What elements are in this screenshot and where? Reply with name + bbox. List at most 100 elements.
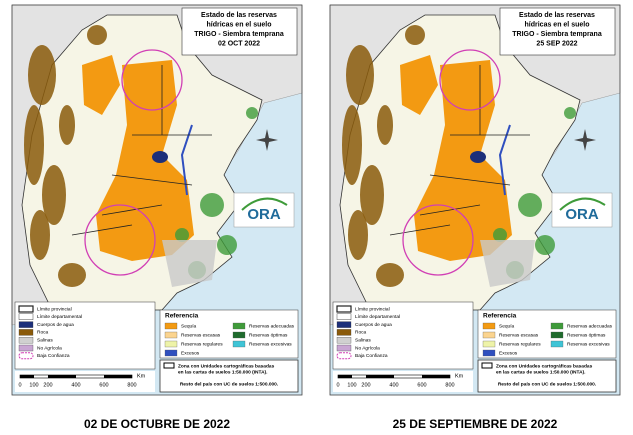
- legend-swatch: [164, 349, 178, 357]
- map-date: 02 OCT 2022: [218, 40, 260, 47]
- province-boundary: [71, 224, 133, 236]
- adequate-area: [535, 235, 555, 255]
- note-line: en las cartas de suelos 1:50.000 (INTA).: [178, 369, 268, 375]
- scale-label: 0: [18, 382, 21, 388]
- legend-swatch: [550, 331, 564, 339]
- scale-unit: Km: [455, 373, 464, 379]
- adequate-area: [518, 193, 542, 217]
- logo-arc: [559, 197, 606, 211]
- title-line: hídricas en el suelo: [525, 21, 590, 28]
- logo-arc: [241, 197, 288, 211]
- legend-label: Límite provincial: [355, 306, 390, 312]
- rock-area: [87, 25, 107, 45]
- scale-label: 800: [445, 382, 454, 388]
- scale-label: 100: [347, 382, 356, 388]
- title-box: [499, 7, 616, 56]
- rock-area: [28, 45, 56, 105]
- legend-box: [332, 301, 474, 370]
- note-line: Zona con Unidades cartográficas basadas: [178, 363, 275, 369]
- legend-swatch: [336, 344, 352, 352]
- legend-label: Salinas: [355, 337, 371, 343]
- legend-swatch: [18, 337, 34, 344]
- logo-text: ORA: [247, 206, 281, 223]
- compass-star: [256, 129, 278, 151]
- note-swatch: [481, 362, 493, 369]
- legend-swatch: [164, 331, 178, 339]
- scale-label: 600: [99, 382, 108, 388]
- adequate-area: [246, 107, 258, 119]
- drought-area: [400, 55, 438, 115]
- compass-star: [574, 129, 596, 151]
- rock-area: [342, 105, 362, 185]
- scale-label: 600: [417, 382, 426, 388]
- legend-label: Baja Confianza: [37, 353, 70, 359]
- note-line: en las cartas de suelos 1:50.000 (INTA).: [496, 369, 586, 375]
- legend-reference: Referencia Sequía Reservas adecuadas Reserv…: [477, 309, 617, 359]
- panel-frame: [11, 4, 303, 396]
- low-confidence: [121, 49, 183, 111]
- map-date: 25 SEP 2022: [536, 40, 577, 47]
- legend-label: Reservas óptimas: [249, 332, 288, 338]
- rock-area: [376, 263, 404, 287]
- scale-segment: [48, 375, 76, 378]
- legend-label: Roca: [37, 330, 49, 336]
- rock-area: [377, 105, 393, 145]
- legend-swatch: [18, 329, 34, 336]
- no-agricultural: [162, 240, 217, 287]
- rock-area: [42, 165, 66, 225]
- legend-label: Roca: [355, 330, 367, 336]
- legend-swatch: [232, 322, 246, 330]
- rock-area: [59, 105, 75, 145]
- drought-area: [414, 60, 512, 261]
- legend-title: Referencia: [483, 313, 517, 320]
- legend-box: [159, 309, 299, 359]
- scale-unit: Km: [137, 373, 146, 379]
- scale-label: 0: [336, 382, 339, 388]
- legend-swatch: [336, 305, 352, 313]
- note-line: Zona con Unidades cartográficas basadas: [496, 363, 593, 369]
- legend-label: Reservas escasas: [499, 332, 539, 338]
- map-caption: 25 DE SEPTIEMBRE DE 2022: [393, 417, 558, 431]
- legend-swatch: [18, 321, 34, 328]
- legend-swatch: [336, 337, 352, 344]
- map-caption: 02 DE OCTUBRE DE 2022: [84, 417, 230, 431]
- adequate-area: [564, 107, 576, 119]
- legend-swatch: [550, 322, 564, 330]
- scale-label: 400: [389, 382, 398, 388]
- legend-title: Referencia: [165, 313, 199, 320]
- province-boundary: [419, 204, 481, 216]
- legend-label: Excesos: [181, 350, 200, 356]
- legend-label: Cuerpos de agua: [37, 322, 74, 328]
- rock-area: [346, 45, 374, 105]
- scale-label: 200: [43, 382, 52, 388]
- note-line: Resto del país con UC de suelos 1:500.00…: [180, 381, 278, 387]
- scale-label: 800: [127, 382, 136, 388]
- no-agricultural: [480, 240, 535, 287]
- legend-label: Reservas adecuadas: [249, 323, 295, 329]
- low-confidence: [402, 204, 474, 276]
- legend-label: Reservas óptimas: [567, 332, 606, 338]
- scale-segment: [366, 375, 394, 378]
- panel-frame: [329, 4, 621, 396]
- legend-box: [477, 309, 617, 359]
- legend-label: No Agrícola: [355, 345, 380, 351]
- legend-swatch: [164, 322, 178, 330]
- rock-area: [58, 263, 86, 287]
- legend-swatch: [336, 313, 352, 320]
- legend-label: Sequía: [181, 323, 197, 329]
- title-line: Estado de las reservas: [201, 12, 277, 19]
- province-boundary: [101, 204, 163, 216]
- scale-segment: [20, 375, 34, 378]
- legend-label: Cuerpos de agua: [355, 322, 392, 328]
- legend-label: Reservas excesivas: [249, 341, 292, 347]
- rock-area: [405, 25, 425, 45]
- legend-swatch: [18, 352, 34, 360]
- drought-area: [96, 60, 194, 261]
- legend-reference: Referencia Sequía Reservas adecuadas Reserv…: [159, 309, 299, 359]
- legend-note: Zona con Unidades cartográficas basadase…: [477, 359, 617, 393]
- title-line: Estado de las reservas: [519, 12, 595, 19]
- note-box: [159, 359, 299, 393]
